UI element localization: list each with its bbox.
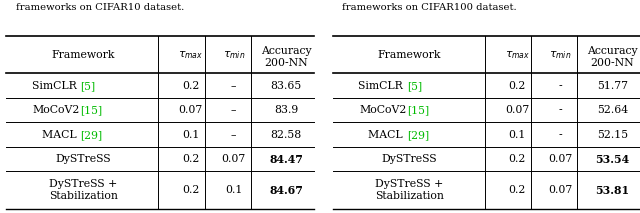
Text: [5]: [5] — [81, 81, 95, 91]
Text: $\tau_{min}$: $\tau_{min}$ — [549, 49, 572, 61]
Text: 0.2: 0.2 — [182, 154, 200, 164]
Text: MoCoV2: MoCoV2 — [33, 105, 80, 115]
Text: frameworks on CIFAR10 dataset.: frameworks on CIFAR10 dataset. — [15, 3, 184, 12]
Text: frameworks on CIFAR100 dataset.: frameworks on CIFAR100 dataset. — [342, 3, 516, 12]
Text: 0.2: 0.2 — [508, 154, 526, 164]
Text: 84.47: 84.47 — [269, 154, 303, 165]
Text: 0.07: 0.07 — [505, 105, 529, 115]
Text: 53.54: 53.54 — [595, 154, 629, 165]
Text: –: – — [231, 105, 236, 115]
Text: 84.67: 84.67 — [269, 185, 303, 196]
Text: Accuracy
200-NN: Accuracy 200-NN — [260, 46, 311, 68]
Text: $\tau_{max}$: $\tau_{max}$ — [178, 49, 204, 61]
Text: Framework: Framework — [378, 50, 442, 60]
Text: Accuracy
200-NN: Accuracy 200-NN — [587, 46, 637, 68]
Text: 0.2: 0.2 — [508, 81, 526, 91]
Text: 82.58: 82.58 — [270, 130, 301, 140]
Text: 53.81: 53.81 — [595, 185, 629, 196]
Text: 0.07: 0.07 — [548, 154, 572, 164]
Text: 0.2: 0.2 — [182, 185, 200, 195]
Text: 0.2: 0.2 — [182, 81, 200, 91]
Text: 0.07: 0.07 — [179, 105, 203, 115]
Text: 52.15: 52.15 — [596, 130, 628, 140]
Text: 0.07: 0.07 — [221, 154, 246, 164]
Text: -: - — [558, 81, 562, 91]
Text: 51.77: 51.77 — [597, 81, 628, 91]
Text: Framework: Framework — [51, 50, 115, 60]
Text: MACL: MACL — [42, 130, 80, 140]
Text: [29]: [29] — [407, 130, 429, 140]
Text: -: - — [558, 105, 562, 115]
Text: $\tau_{min}$: $\tau_{min}$ — [223, 49, 245, 61]
Text: DySTreSS +
Stabilization: DySTreSS + Stabilization — [375, 179, 444, 201]
Text: -: - — [558, 130, 562, 140]
Text: 0.1: 0.1 — [225, 185, 243, 195]
Text: DySTreSS: DySTreSS — [382, 154, 437, 164]
Text: 0.1: 0.1 — [508, 130, 526, 140]
Text: 83.65: 83.65 — [270, 81, 301, 91]
Text: MoCoV2: MoCoV2 — [359, 105, 406, 115]
Text: SimCLR: SimCLR — [32, 81, 80, 91]
Text: SimCLR: SimCLR — [358, 81, 406, 91]
Text: 0.2: 0.2 — [508, 185, 526, 195]
Text: DySTreSS +
Stabilization: DySTreSS + Stabilization — [49, 179, 118, 201]
Text: [5]: [5] — [407, 81, 422, 91]
Text: 83.9: 83.9 — [274, 105, 298, 115]
Text: [29]: [29] — [81, 130, 102, 140]
Text: 52.64: 52.64 — [596, 105, 628, 115]
Text: MACL: MACL — [369, 130, 406, 140]
Text: DySTreSS: DySTreSS — [56, 154, 111, 164]
Text: [15]: [15] — [81, 105, 102, 115]
Text: [15]: [15] — [407, 105, 429, 115]
Text: 0.1: 0.1 — [182, 130, 200, 140]
Text: –: – — [231, 130, 236, 140]
Text: 0.07: 0.07 — [548, 185, 572, 195]
Text: –: – — [231, 81, 236, 91]
Text: $\tau_{max}$: $\tau_{max}$ — [504, 49, 530, 61]
